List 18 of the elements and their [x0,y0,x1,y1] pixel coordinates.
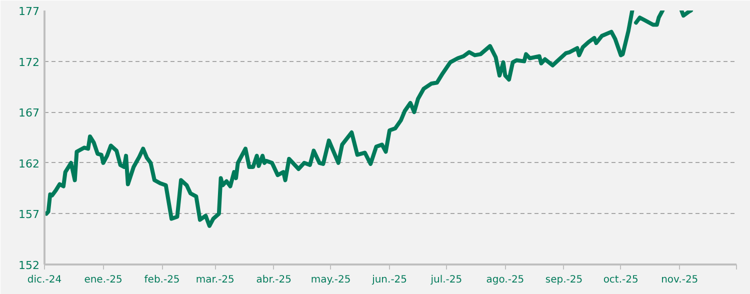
y-tick-label: 157 [18,208,40,222]
x-tick-label: dic.-24 [27,274,62,286]
x-tick-label: may.-25 [310,274,351,286]
x-tick-label: ene.-25 [84,274,122,286]
x-tick-label: abr.-25 [256,274,292,286]
y-tick-label: 172 [18,56,40,69]
x-tick-label: feb.-25 [144,274,180,286]
x-tick-label: nov.-25 [661,274,698,286]
x-tick-label: jun.-25 [371,274,408,286]
y-tick-label: 167 [18,106,40,120]
y-tick-label: 152 [18,259,40,272]
y-tick-label: 162 [18,157,40,170]
x-tick-label: sep.-25 [545,274,583,286]
x-tick-label: mar.-25 [196,274,234,286]
x-tick-label: jul.-25 [430,274,462,286]
y-tick-label: 177 [18,5,40,18]
x-tick-label: ago.-25 [486,274,524,286]
x-tick-label: oct.-25 [603,274,638,286]
